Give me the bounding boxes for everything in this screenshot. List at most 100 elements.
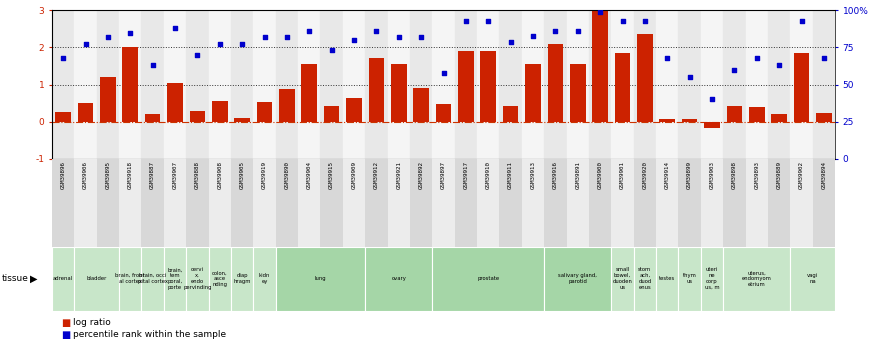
Bar: [279, 89, 295, 122]
Text: GSM39900: GSM39900: [598, 161, 603, 189]
Bar: [656, 159, 678, 247]
Bar: [413, 88, 429, 122]
Bar: [142, 10, 164, 159]
Bar: [410, 10, 433, 159]
Bar: [503, 106, 519, 122]
Bar: [235, 118, 250, 122]
Point: [459, 18, 473, 23]
Text: small
bowel,
duoden
us: small bowel, duoden us: [613, 267, 633, 290]
Point: [548, 28, 563, 34]
Text: stom
ach,
duod
enus: stom ach, duod enus: [638, 267, 651, 290]
Text: GSM39913: GSM39913: [530, 161, 536, 189]
Point: [280, 34, 294, 40]
Text: GSM39909: GSM39909: [351, 161, 357, 189]
Bar: [544, 247, 611, 310]
Text: kidn
ey: kidn ey: [259, 273, 271, 284]
Bar: [589, 159, 611, 247]
Bar: [813, 10, 835, 159]
Text: GSM39908: GSM39908: [217, 161, 222, 189]
Bar: [611, 159, 633, 247]
Bar: [521, 159, 544, 247]
Bar: [656, 247, 678, 310]
Point: [212, 42, 227, 47]
Bar: [701, 10, 723, 159]
Bar: [321, 10, 343, 159]
Point: [235, 42, 249, 47]
Bar: [525, 64, 541, 122]
Bar: [366, 159, 388, 247]
Bar: [701, 247, 723, 310]
Bar: [790, 247, 835, 310]
Bar: [723, 159, 745, 247]
Point: [123, 30, 137, 36]
Text: GSM39897: GSM39897: [441, 161, 446, 189]
Text: GSM39902: GSM39902: [799, 161, 804, 189]
Point: [593, 9, 607, 14]
Point: [817, 55, 831, 61]
Bar: [186, 10, 209, 159]
Bar: [816, 114, 831, 122]
Text: GSM39911: GSM39911: [508, 161, 513, 189]
Point: [772, 62, 787, 68]
Text: uteri
ne
corp
us, m: uteri ne corp us, m: [704, 267, 719, 290]
Bar: [343, 159, 366, 247]
Bar: [499, 10, 521, 159]
Text: GSM39912: GSM39912: [374, 161, 379, 189]
Bar: [254, 247, 276, 310]
Bar: [186, 247, 209, 310]
Bar: [589, 10, 611, 159]
Bar: [637, 34, 652, 122]
Bar: [794, 53, 809, 122]
Point: [414, 34, 428, 40]
Bar: [454, 159, 477, 247]
Text: thym
us: thym us: [683, 273, 696, 284]
Bar: [78, 103, 93, 122]
Bar: [366, 10, 388, 159]
Text: GSM39920: GSM39920: [642, 161, 648, 189]
Text: GSM39918: GSM39918: [128, 161, 133, 189]
Bar: [745, 10, 768, 159]
Bar: [276, 159, 298, 247]
Text: brain, front
al cortex: brain, front al cortex: [116, 273, 145, 284]
Text: uterus,
endomyom
etrium: uterus, endomyom etrium: [742, 270, 771, 287]
Bar: [678, 247, 701, 310]
Bar: [231, 247, 254, 310]
Point: [436, 70, 451, 76]
Bar: [298, 159, 321, 247]
Bar: [209, 159, 231, 247]
Bar: [727, 106, 742, 122]
Bar: [52, 159, 74, 247]
Bar: [435, 104, 452, 122]
Text: ▶: ▶: [30, 274, 38, 284]
Text: salivary gland,
parotid: salivary gland, parotid: [558, 273, 598, 284]
Bar: [164, 159, 186, 247]
Bar: [544, 10, 566, 159]
Point: [392, 34, 406, 40]
Text: brain, occi
pital cortex: brain, occi pital cortex: [138, 273, 168, 284]
Text: GSM39899: GSM39899: [687, 161, 692, 189]
Text: GSM39898: GSM39898: [732, 161, 737, 189]
Bar: [168, 83, 183, 122]
Bar: [566, 159, 589, 247]
Text: colon,
asce
nding: colon, asce nding: [212, 270, 228, 287]
Bar: [74, 159, 97, 247]
Point: [190, 52, 204, 58]
Point: [616, 18, 630, 23]
Text: GSM39921: GSM39921: [396, 161, 401, 189]
Text: prostate: prostate: [478, 276, 499, 281]
Bar: [56, 112, 71, 122]
Bar: [521, 10, 544, 159]
Text: vagi
na: vagi na: [807, 273, 818, 284]
Bar: [745, 159, 768, 247]
Point: [571, 28, 585, 34]
Point: [324, 48, 339, 53]
Bar: [388, 159, 410, 247]
Point: [481, 18, 495, 23]
Bar: [164, 247, 186, 310]
Text: tissue: tissue: [2, 274, 29, 283]
Text: GSM39893: GSM39893: [754, 161, 759, 189]
Text: lung: lung: [314, 276, 326, 281]
Point: [683, 75, 697, 80]
Point: [660, 55, 675, 61]
Bar: [123, 47, 138, 122]
